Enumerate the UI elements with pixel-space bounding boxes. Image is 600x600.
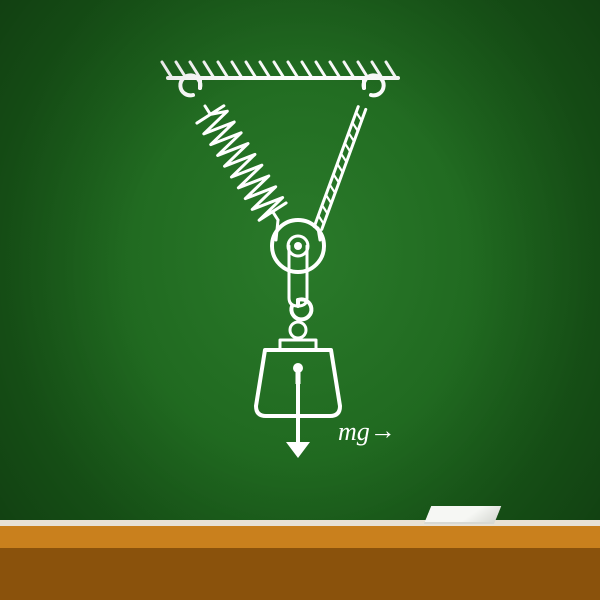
chalk-tray [0,520,600,600]
vector-arrow-glyph: → [370,416,396,446]
physics-diagram [0,0,600,600]
force-label: mg→ [338,417,396,447]
chalk-stick [425,506,501,522]
force-label-text: mg [338,417,370,446]
chalkboard: mg→ [0,0,600,600]
